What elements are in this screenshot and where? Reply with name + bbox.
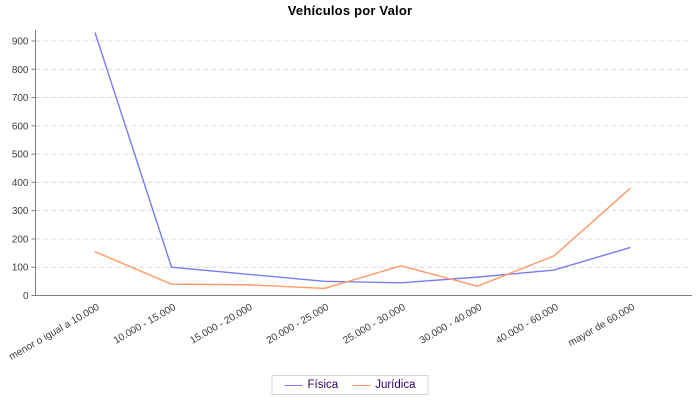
legend-entry-fisica: Física bbox=[284, 379, 339, 391]
chart-title: Vehículos por Valor bbox=[287, 3, 413, 18]
y-tick-label: 0 bbox=[23, 291, 29, 302]
x-category-label: 15.000 - 20.000 bbox=[188, 302, 255, 347]
y-tick-label: 600 bbox=[12, 121, 29, 132]
x-category-label: 10.000 - 15.000 bbox=[112, 302, 179, 347]
series-line-Física bbox=[94, 32, 631, 284]
y-tick-label: 400 bbox=[12, 178, 29, 189]
legend-label-fisica: Física bbox=[307, 379, 339, 391]
y-tick-label: 900 bbox=[12, 37, 29, 48]
x-category-label: 30.000 - 40.000 bbox=[418, 302, 485, 347]
y-tick-label: 500 bbox=[12, 150, 29, 161]
legend: Física Jurídica bbox=[271, 375, 429, 395]
x-category-label: 40.000 - 60.000 bbox=[494, 302, 561, 347]
series-line-Jurídica bbox=[94, 187, 631, 290]
x-category-label: 25.000 - 30.000 bbox=[341, 302, 408, 347]
juridica-line-swatch-icon bbox=[352, 384, 371, 386]
y-tick-label: 800 bbox=[12, 65, 29, 76]
y-tick-label: 100 bbox=[12, 263, 29, 274]
x-category-label: 20.000 - 25.000 bbox=[265, 302, 332, 347]
legend-label-juridica: Jurídica bbox=[375, 379, 416, 391]
y-tick-label: 200 bbox=[12, 234, 29, 245]
fisica-line-swatch-icon bbox=[284, 384, 303, 386]
y-tick-label: 300 bbox=[12, 206, 29, 217]
legend-entry-juridica: Jurídica bbox=[352, 379, 415, 391]
x-category-label: mayor de 60.000 bbox=[566, 302, 637, 349]
y-tick-label: 700 bbox=[12, 93, 29, 104]
x-category-label: menor o igual a 10.000 bbox=[7, 302, 101, 363]
